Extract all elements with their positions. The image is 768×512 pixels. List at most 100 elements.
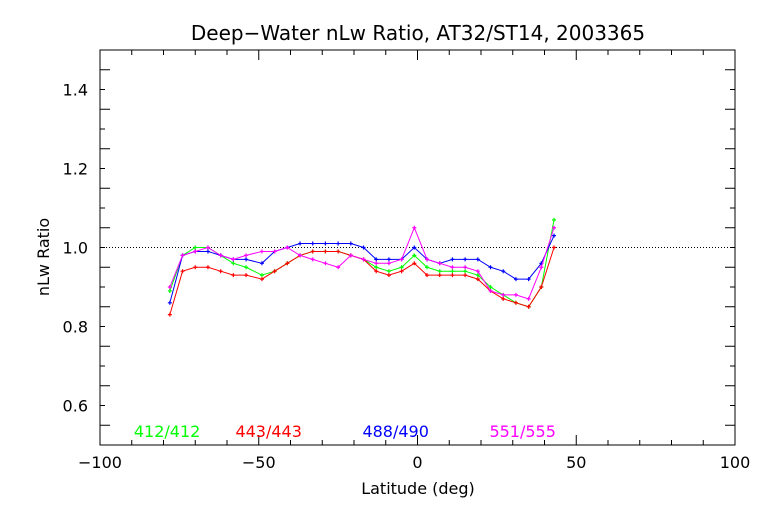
data-point — [501, 292, 506, 297]
data-point — [463, 265, 468, 270]
data-point — [310, 257, 315, 262]
data-point — [272, 269, 277, 274]
data-point — [348, 241, 353, 246]
data-point — [513, 277, 518, 282]
data-point — [336, 249, 341, 254]
data-point — [552, 217, 557, 222]
data-point — [437, 261, 442, 266]
data-point — [374, 265, 379, 270]
data-point — [285, 245, 290, 250]
x-tick-label: 100 — [720, 453, 751, 472]
data-point — [488, 288, 493, 293]
data-point — [501, 296, 506, 301]
data-point — [361, 245, 366, 250]
data-point — [361, 257, 366, 262]
data-point — [167, 288, 172, 293]
data-point — [310, 241, 315, 246]
data-point — [526, 296, 531, 301]
y-axis-label: nLw Ratio — [34, 218, 53, 296]
data-point — [488, 285, 493, 289]
x-tick-label: 0 — [412, 453, 422, 472]
data-point — [167, 300, 172, 305]
x-tick-label: −100 — [78, 453, 122, 472]
data-point — [425, 257, 430, 262]
data-point — [298, 253, 303, 258]
data-point — [475, 273, 480, 278]
data-point — [386, 273, 391, 278]
data-point — [193, 265, 198, 270]
data-point — [205, 245, 210, 250]
data-point — [513, 292, 518, 297]
data-point — [463, 273, 468, 278]
data-point — [231, 273, 236, 278]
legend-item: 551/555 — [489, 422, 555, 441]
data-point — [323, 261, 328, 266]
data-point — [399, 269, 404, 274]
data-point — [475, 269, 480, 274]
data-point — [193, 249, 198, 254]
series-layer — [167, 217, 557, 317]
data-point — [475, 257, 480, 262]
data-point — [310, 249, 315, 254]
y-tick-label: 0.6 — [63, 397, 88, 416]
data-point — [244, 253, 249, 258]
data-point — [450, 273, 455, 278]
data-point — [285, 261, 290, 266]
data-point — [463, 269, 468, 274]
y-tick-label: 0.8 — [63, 318, 88, 337]
data-point — [205, 265, 210, 270]
data-point — [425, 273, 430, 278]
data-point — [412, 261, 417, 266]
data-point — [205, 249, 210, 254]
data-point — [298, 241, 303, 246]
data-point — [218, 269, 223, 274]
legend-item: 443/443 — [235, 422, 301, 441]
data-point — [218, 253, 223, 258]
data-point — [259, 277, 264, 282]
data-point — [231, 257, 236, 262]
data-point — [386, 257, 391, 262]
data-point — [386, 261, 391, 266]
x-tick-label: −50 — [242, 453, 276, 472]
data-point — [552, 225, 557, 230]
data-point — [386, 269, 391, 274]
data-point — [244, 257, 249, 262]
data-point — [450, 269, 455, 274]
data-point — [552, 245, 557, 250]
data-point — [231, 261, 236, 266]
data-point — [412, 245, 417, 250]
data-point — [323, 249, 328, 254]
data-point — [399, 257, 404, 262]
legend: 412/412 443/443 488/490 551/555 — [134, 422, 556, 441]
x-axis-label: Latitude (deg) — [361, 479, 475, 498]
chart-title: Deep−Water nLw Ratio, AT32/ST14, 2003365 — [191, 21, 645, 45]
x-tick-label: 50 — [566, 453, 586, 472]
data-point — [475, 277, 480, 282]
data-point — [450, 257, 455, 262]
data-point — [348, 253, 353, 258]
data-point — [244, 265, 249, 270]
legend-item: 412/412 — [134, 422, 200, 441]
data-point — [180, 253, 185, 258]
data-point — [450, 265, 455, 270]
data-point — [437, 269, 442, 274]
axis-layer: −100 −50 0 50 100 0.6 0.8 1.0 1.2 1.4 — [63, 49, 751, 472]
legend-item: 488/490 — [362, 422, 428, 441]
data-point — [259, 261, 264, 266]
data-point — [513, 300, 518, 305]
data-point — [167, 312, 172, 317]
data-point — [539, 285, 544, 289]
data-point — [167, 285, 172, 289]
y-tick-label: 1.2 — [63, 160, 88, 179]
data-point — [336, 241, 341, 246]
data-point — [526, 277, 531, 282]
data-point — [412, 253, 417, 258]
data-point — [552, 233, 557, 238]
data-point — [180, 269, 185, 274]
data-point — [412, 225, 417, 230]
data-point — [501, 269, 506, 274]
data-point — [323, 241, 328, 246]
data-point — [526, 304, 531, 309]
